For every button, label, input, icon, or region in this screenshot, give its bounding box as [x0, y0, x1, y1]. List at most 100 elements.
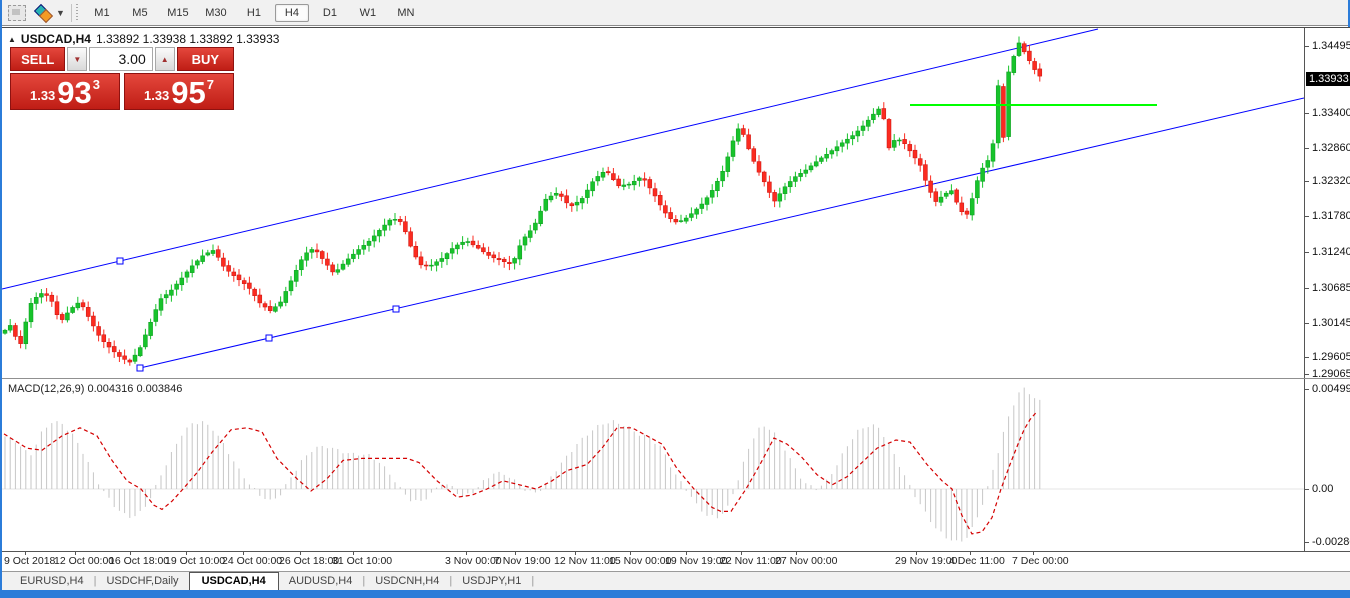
candle-body	[793, 176, 798, 182]
indicators-dropdown-caret-icon[interactable]: ▼	[56, 7, 65, 18]
candle-body	[293, 270, 299, 282]
candle-body	[221, 257, 226, 267]
timeframe-button-d1[interactable]: D1	[322, 6, 337, 19]
candle-body	[236, 274, 242, 281]
volume-increase-button[interactable]: ▲	[154, 47, 175, 71]
candle-body	[215, 249, 221, 258]
trendline-handle[interactable]	[392, 305, 400, 313]
candle-body	[340, 263, 346, 270]
candle-body	[18, 336, 23, 344]
sell-button[interactable]: SELL	[10, 47, 66, 71]
candlesticks	[2, 36, 1043, 366]
tab-separator: |	[93, 575, 97, 587]
time-axis-label: 7 Dec 00:00	[1012, 555, 1069, 567]
candle-body	[382, 224, 387, 231]
candle-body	[23, 321, 29, 345]
candle-body	[371, 235, 377, 242]
buy-price-panel[interactable]: 1.33 95 7	[124, 73, 234, 110]
candle-body	[850, 135, 855, 140]
sell-price-panel[interactable]: 1.33 93 3	[10, 73, 120, 110]
price-axis-label: 1.29605	[1312, 351, 1350, 363]
candle-body	[304, 252, 309, 261]
current-price-tag: 1.33933	[1306, 72, 1350, 86]
buy-button[interactable]: BUY	[176, 47, 235, 71]
candle-body	[834, 146, 840, 152]
time-axis-border	[2, 551, 1350, 552]
candle-body	[616, 178, 621, 187]
volume-input[interactable]: 3.00	[89, 47, 153, 71]
candle-body	[325, 258, 330, 266]
trendline-handle[interactable]	[265, 334, 273, 342]
candle-body	[267, 306, 273, 311]
candle-body	[959, 202, 965, 213]
timeframe-button-mn[interactable]: MN	[397, 6, 415, 19]
main-chart-canvas[interactable]	[2, 28, 1304, 551]
time-axis[interactable]: 9 Oct 2018 12 Oct 00:00 16 Oct 18:00 19 Oct…	[2, 552, 1350, 571]
candle-body	[865, 119, 871, 127]
candle-body	[283, 291, 289, 303]
channel-lower-line[interactable]	[139, 97, 1304, 369]
candle-body	[132, 354, 138, 362]
candle-body	[647, 179, 653, 189]
candle-body	[668, 212, 673, 219]
candle-body	[418, 256, 424, 266]
timeframe-button-h4[interactable]: H4	[274, 3, 309, 22]
candle-body	[787, 181, 793, 188]
candle-body	[803, 169, 809, 174]
price-axis-label: 1.32860	[1312, 142, 1350, 154]
candle-body	[335, 269, 341, 273]
candle-body	[397, 219, 403, 222]
candle-body	[179, 277, 185, 286]
time-axis-tick	[466, 552, 467, 555]
price-axis-label: 1.34495	[1312, 40, 1350, 52]
timeframe-button-w1[interactable]: W1	[359, 6, 377, 19]
candle-body	[746, 134, 751, 150]
toolbar-drag-grip[interactable]	[74, 3, 79, 22]
candle-body	[356, 249, 361, 255]
price-axis-tick	[1305, 113, 1309, 114]
candle-body	[564, 195, 569, 204]
tab-separator: |	[531, 575, 535, 587]
candle-body	[881, 108, 887, 120]
trendline-channel[interactable]	[2, 28, 1304, 369]
candle-body	[70, 307, 75, 313]
candle-body	[465, 241, 471, 243]
candle-body	[137, 347, 143, 357]
collapse-triangle-icon[interactable]: ▲	[8, 34, 16, 44]
trendline-handle[interactable]	[116, 257, 124, 265]
chart-tab-bar: EURUSD,H4 | USDCHF,Daily USDCAD,H4 AUDUSD,H4…	[2, 571, 1350, 591]
timeframe-button-h1[interactable]: H1	[246, 6, 261, 19]
pane-divider[interactable]	[2, 378, 1350, 379]
trendline-handle[interactable]	[136, 364, 144, 372]
indicators-icon[interactable]	[32, 3, 54, 23]
candle-body	[309, 249, 315, 253]
candle-body	[886, 119, 892, 149]
chart-tab-eurusd-h4[interactable]: EURUSD,H4	[20, 575, 84, 587]
candle-body	[200, 255, 205, 262]
timeframe-button-m1[interactable]: M1	[94, 6, 110, 19]
toolbar-separator	[70, 3, 72, 22]
time-axis-label: 9 Oct 2018	[4, 555, 56, 567]
candle-body	[678, 220, 684, 222]
volume-decrease-button[interactable]: ▼	[67, 47, 88, 71]
candle-body	[429, 264, 434, 267]
timeframe-button-m15[interactable]: M15	[167, 6, 189, 19]
chart-tab-usdjpy-h1[interactable]: USDJPY,H1	[462, 575, 522, 587]
timeframe-button-m30[interactable]: M30	[205, 6, 227, 19]
templates-icon[interactable]	[6, 3, 28, 23]
candle-body	[413, 245, 419, 258]
candle-body	[694, 208, 699, 215]
chart-tab-usdchf-daily[interactable]: USDCHF,Daily	[106, 575, 179, 587]
candle-body	[855, 130, 861, 137]
candle-body	[663, 205, 668, 214]
candle-body	[772, 192, 777, 202]
candle-body	[65, 312, 70, 321]
candle-body	[928, 180, 933, 193]
price-axis[interactable]: 1.33933 1.34495 1.33400 1.32860 1.32320 1.31…	[1305, 28, 1350, 551]
timeframe-button-m5[interactable]: M5	[132, 6, 148, 19]
chart-tab-audusd-h4[interactable]: AUDUSD,H4	[288, 575, 353, 587]
chart-tab-usdcad-h4[interactable]: USDCAD,H4	[188, 572, 279, 591]
chart-tab-usdcnh-h4[interactable]: USDCNH,H4	[375, 575, 440, 587]
candle-body	[278, 301, 283, 307]
channel-upper-line[interactable]	[2, 28, 1099, 290]
